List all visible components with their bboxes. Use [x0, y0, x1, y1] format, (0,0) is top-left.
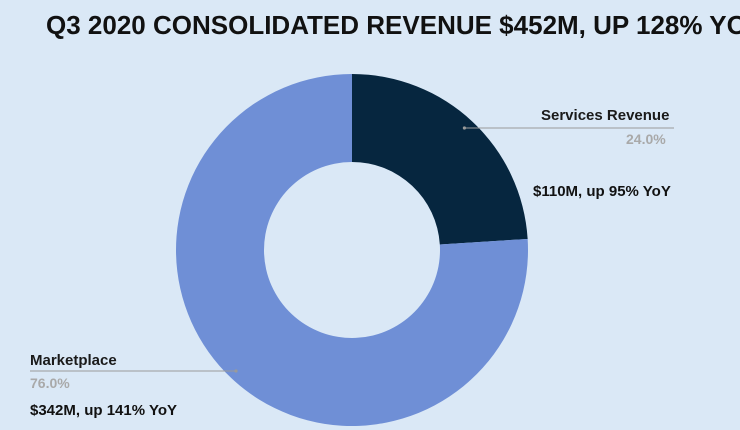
services-revenue-percent: 24.0%: [626, 131, 666, 147]
services-revenue-label: Services Revenue: [541, 107, 670, 124]
slice-marketplace: [176, 74, 528, 426]
services-revenue-annotation: $110M, up 95% YoY: [533, 183, 671, 200]
slice-services-revenue: [352, 74, 528, 245]
marketplace-annotation: $342M, up 141% YoY: [30, 402, 178, 419]
chart-title: Q3 2020 CONSOLIDATED REVENUE $452M, UP 1…: [46, 10, 740, 40]
marketplace-percent: 76.0%: [30, 375, 70, 391]
marketplace-label: Marketplace: [30, 352, 117, 369]
